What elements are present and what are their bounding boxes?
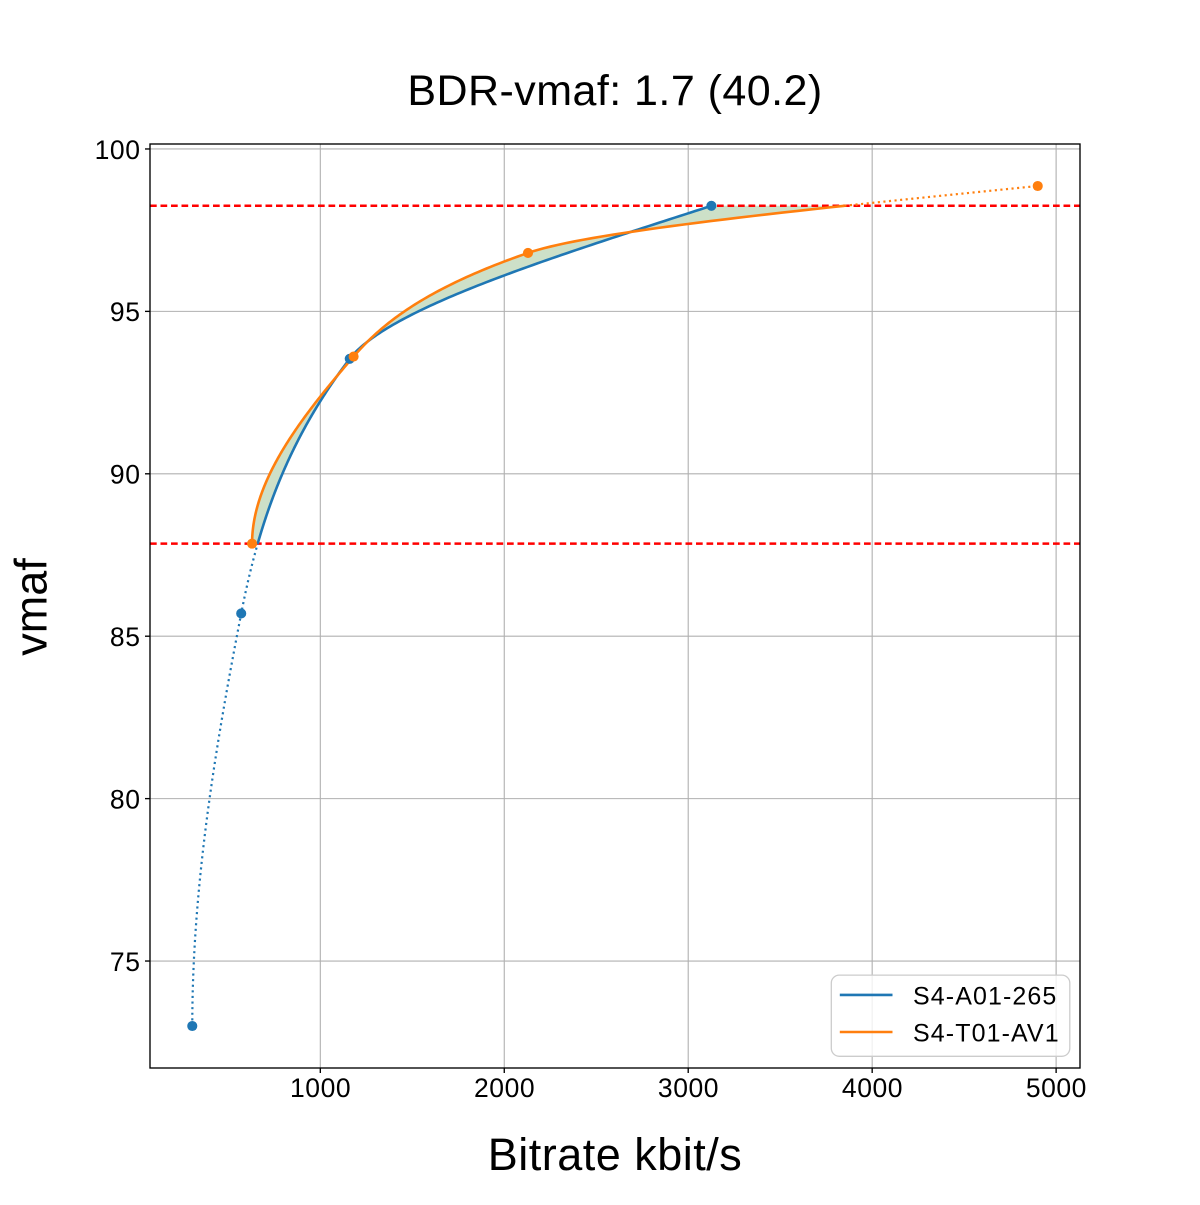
svg-text:S4-T01-AV1: S4-T01-AV1	[913, 1020, 1060, 1048]
svg-text:Bitrate kbit/s: Bitrate kbit/s	[488, 1129, 743, 1180]
svg-text:2000: 2000	[474, 1073, 535, 1103]
svg-text:vmaf: vmaf	[6, 558, 57, 656]
svg-text:1000: 1000	[290, 1073, 351, 1103]
svg-text:S4-A01-265: S4-A01-265	[913, 983, 1057, 1011]
svg-text:75: 75	[110, 947, 141, 977]
svg-text:4000: 4000	[842, 1073, 903, 1103]
svg-text:BDR-vmaf: 1.7 (40.2): BDR-vmaf: 1.7 (40.2)	[407, 67, 822, 115]
svg-text:100: 100	[95, 135, 141, 165]
svg-text:3000: 3000	[658, 1073, 719, 1103]
svg-text:95: 95	[110, 297, 141, 327]
svg-text:85: 85	[110, 622, 141, 652]
svg-text:80: 80	[110, 784, 141, 814]
svg-text:5000: 5000	[1026, 1073, 1087, 1103]
svg-text:90: 90	[110, 460, 141, 490]
